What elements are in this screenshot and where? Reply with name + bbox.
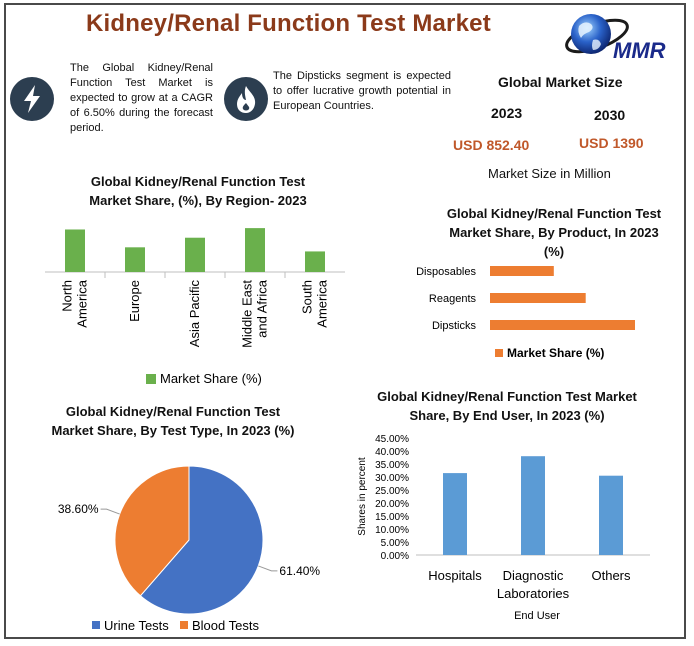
market-size-caption: Market Size in Million — [488, 166, 611, 181]
end-user-x-tick: Others — [591, 568, 631, 583]
end-user-y-tick: 0.00% — [381, 551, 409, 562]
region-tick-label: Middle Eastand Africa — [240, 279, 270, 348]
product-legend-label: Market Share (%) — [507, 346, 604, 360]
region-tick-label: Asia Pacific — [187, 280, 202, 348]
product-bar — [490, 293, 586, 303]
pie-legend-label: Blood Tests — [192, 618, 259, 633]
pie-slice — [139, 465, 264, 615]
end-user-y-tick: 40.00% — [375, 447, 409, 458]
product-chart-title: Global Kidney/Renal Function Test Market… — [446, 206, 662, 259]
pie-legend-swatch — [92, 621, 100, 629]
product-bar-chart: Disposables Reagents Dipsticks Market Share… — [416, 266, 635, 360]
product-tick-label: Disposables — [416, 266, 476, 278]
cagr-info-text: The Global Kidney/Renal Function Test Ma… — [70, 62, 213, 134]
region-chart-title: Global Kidney/Renal Function Test Market… — [89, 174, 307, 208]
end-user-y-tick: 30.00% — [375, 473, 409, 484]
market-year-2030: 2030 — [594, 107, 626, 123]
flame-icon — [224, 77, 268, 121]
product-bar — [490, 320, 635, 330]
end-user-y-tick: 15.00% — [375, 512, 409, 523]
end-user-bar-chart: 0.00% 5.00% 10.00% 15.00% 20.00% 25.00% 30.00%… — [357, 434, 650, 622]
end-user-y-tick: 45.00% — [375, 434, 409, 445]
pie-legend-swatch — [180, 621, 188, 629]
market-value-2023: USD 852.40 — [453, 137, 530, 153]
region-bar — [245, 228, 265, 272]
end-user-x-tick: Hospitals — [428, 568, 482, 583]
infographic-frame — [4, 3, 686, 639]
logo-text: MMR — [613, 38, 666, 63]
end-user-y-axis-title: Shares in percent — [357, 457, 368, 536]
end-user-x-axis-title: End User — [514, 610, 560, 622]
region-legend-label: Market Share (%) — [160, 371, 262, 386]
product-bar — [490, 266, 554, 276]
product-tick-label: Dipsticks — [432, 320, 477, 332]
pie-value-label: 38.60% — [58, 502, 99, 516]
pie-value-label: 61.40% — [279, 564, 320, 578]
region-bar — [125, 247, 145, 272]
region-tick-label: Europe — [127, 280, 142, 322]
region-bar-chart: NorthAmerica Europe Asia Pacific Middle Eas… — [45, 228, 345, 386]
end-user-bar — [443, 473, 467, 555]
end-user-x-tick: Diagnostic — [503, 568, 564, 583]
market-size-heading: Global Market Size — [498, 74, 623, 90]
lightning-icon — [10, 77, 54, 121]
market-year-2023: 2023 — [491, 105, 523, 121]
market-value-2030: USD 1390 — [579, 135, 644, 151]
page-title: Kidney/Renal Function Test Market — [86, 10, 491, 37]
region-tick-label: NorthAmerica — [60, 279, 90, 327]
product-legend-swatch — [495, 349, 503, 357]
end-user-y-tick: 10.00% — [375, 525, 409, 536]
end-user-y-tick: 20.00% — [375, 499, 409, 510]
region-bar — [65, 229, 85, 272]
pie-legend-label: Urine Tests — [104, 618, 169, 633]
product-tick-label: Reagents — [429, 293, 477, 305]
region-bar — [305, 251, 325, 272]
pie-leader-line — [258, 565, 278, 572]
region-legend-swatch — [146, 374, 156, 384]
end-user-bar — [521, 456, 545, 555]
end-user-y-tick: 25.00% — [375, 486, 409, 497]
test-type-pie-chart: 61.40% 38.60% Urine Tests Blood Tests — [58, 465, 320, 633]
region-tick-label: SouthAmerica — [300, 279, 330, 327]
mmr-logo: MMR — [565, 14, 666, 63]
end-user-y-tick: 5.00% — [381, 538, 409, 549]
dipsticks-info-text: The Dipsticks segment is expected to off… — [273, 70, 451, 112]
end-user-chart-title: Global Kidney/Renal Function Test Market… — [377, 389, 637, 423]
end-user-bar — [599, 475, 623, 555]
pie-leader-line — [100, 508, 120, 515]
test-type-chart-title: Global Kidney/Renal Function Test Market… — [51, 404, 295, 438]
end-user-y-tick: 35.00% — [375, 460, 409, 471]
end-user-x-tick: Laboratories — [497, 586, 570, 601]
region-bar — [185, 237, 205, 272]
